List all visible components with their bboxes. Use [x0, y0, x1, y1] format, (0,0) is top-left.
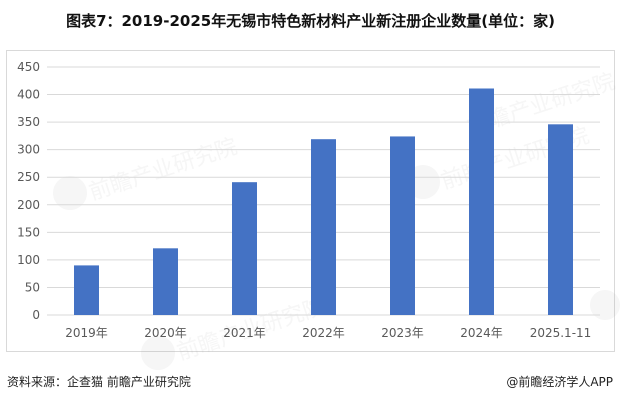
watermark-logo [590, 290, 620, 320]
y-tick-label: 200 [17, 198, 40, 212]
y-tick-label: 350 [17, 115, 40, 129]
bar [548, 124, 573, 315]
bars [74, 88, 573, 315]
y-tick-label: 0 [32, 308, 40, 322]
watermark-logo: 前瞻产业研究院 [53, 134, 240, 210]
plot-frame [6, 50, 615, 352]
brand-credit: @前瞻经济学人APP [506, 375, 613, 389]
chart-title: 图表7：2019-2025年无锡市特色新材料产业新注册企业数量(单位：家) [66, 12, 555, 30]
bar [232, 182, 257, 315]
y-tick-label: 100 [17, 253, 40, 267]
bar [153, 248, 178, 315]
x-tick-label: 2025.1-11 [530, 326, 592, 340]
x-tick-label: 2021年 [223, 326, 266, 340]
bar [390, 136, 415, 315]
y-tick-label: 450 [17, 60, 40, 74]
watermark-layer: 前瞻产业研究院 前瞻产业研究院 前瞻产业研究院 前瞻产业研究院 [53, 69, 620, 370]
x-axis-ticks: 2019年 2020年 2021年 2022年 2023年 2024年 2025.1-11 [65, 326, 591, 340]
y-axis-ticks: 0 50 100 150 200 250 300 350 400 450 [17, 60, 40, 322]
x-tick-label: 2023年 [381, 326, 424, 340]
bar [74, 265, 99, 315]
y-tick-label: 150 [17, 225, 40, 239]
footer: 资料来源：企查猫 前瞻产业研究院 @前瞻经济学人APP [0, 373, 621, 391]
x-tick-label: 2024年 [460, 326, 503, 340]
y-tick-label: 250 [17, 170, 40, 184]
x-tick-label: 2022年 [302, 326, 345, 340]
x-tick-label: 2019年 [65, 326, 108, 340]
bar [311, 139, 336, 315]
y-tick-label: 300 [17, 143, 40, 157]
bar [469, 88, 494, 315]
y-tick-label: 400 [17, 88, 40, 102]
source-note: 资料来源：企查猫 前瞻产业研究院 [7, 375, 191, 389]
watermark-text: 前瞻产业研究院 [86, 134, 240, 205]
y-tick-label: 50 [25, 280, 40, 294]
x-tick-label: 2020年 [144, 326, 187, 340]
